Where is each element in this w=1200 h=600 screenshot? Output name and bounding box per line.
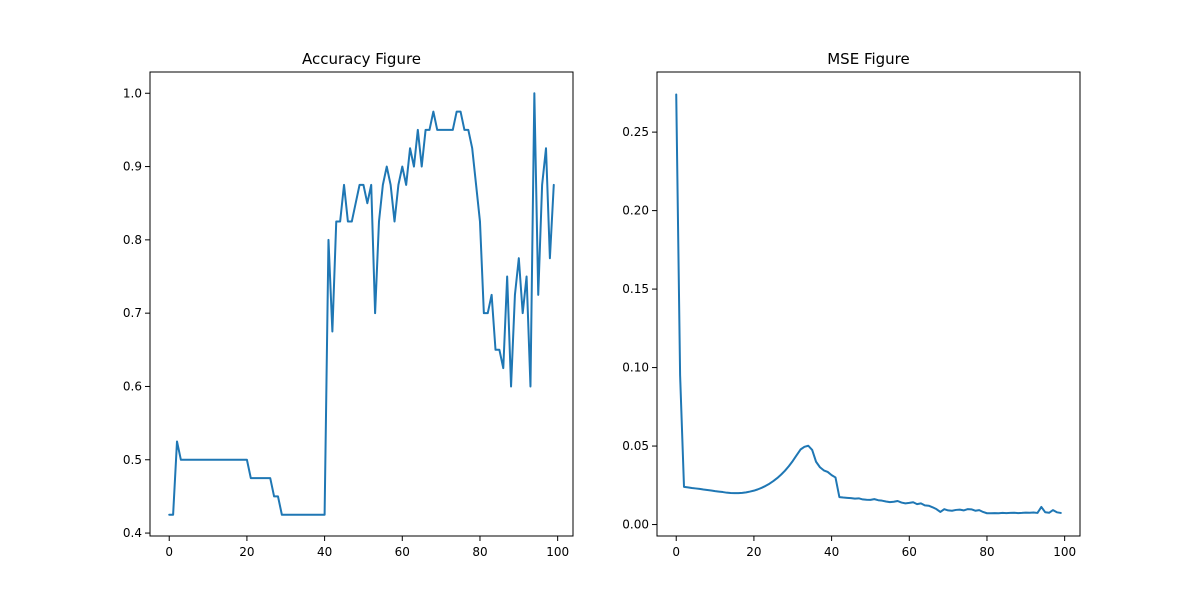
x-tick-label-1-5: 100 [1053, 545, 1076, 559]
x-tick-label-0-4: 80 [472, 545, 487, 559]
series-line-0-0 [168, 92, 555, 516]
x-tick-label-1-2: 40 [824, 545, 839, 559]
chart-title-0: Accuracy Figure [302, 50, 421, 68]
chart-0: Accuracy Figure 0 20 40 60 80 100 0.4 0.5 0.6 0.7 0… [123, 50, 574, 559]
y-tick-label-0-2: 0.6 [123, 379, 142, 393]
chart-1: MSE Figure 0 20 40 60 80 100 0.00 0.05 0.10 0.15 0.… [622, 50, 1081, 559]
chart-title-1: MSE Figure [827, 50, 910, 68]
plot-frame-0 [149, 71, 574, 537]
y-tick-label-0-6: 1.0 [123, 86, 142, 100]
x-tick-label-0-1: 20 [239, 545, 254, 559]
y-tick-label-1-2: 0.10 [622, 361, 649, 375]
x-tick-label-1-0: 0 [672, 545, 680, 559]
y-tick-label-0-4: 0.8 [123, 233, 142, 247]
y-tick-label-1-4: 0.20 [622, 204, 649, 218]
x-tick-label-1-4: 80 [979, 545, 994, 559]
y-tick-label-0-1: 0.5 [123, 453, 142, 467]
y-tick-label-1-5: 0.25 [622, 125, 649, 139]
y-tick-label-0-0: 0.4 [123, 526, 142, 540]
y-tick-label-1-1: 0.05 [622, 439, 649, 453]
x-tick-label-0-0: 0 [165, 545, 173, 559]
x-tick-label-0-2: 40 [317, 545, 332, 559]
y-tick-label-0-5: 0.9 [123, 160, 142, 174]
x-tick-label-0-5: 100 [546, 545, 569, 559]
x-tick-label-0-3: 60 [395, 545, 410, 559]
series-line-1-0 [675, 93, 1062, 515]
y-tick-label-1-3: 0.15 [622, 282, 649, 296]
x-tick-label-1-1: 20 [746, 545, 761, 559]
y-tick-label-0-3: 0.7 [123, 306, 142, 320]
y-tick-label-1-0: 0.00 [622, 518, 649, 532]
plot-frame-1 [656, 71, 1081, 537]
x-tick-label-1-3: 60 [902, 545, 917, 559]
